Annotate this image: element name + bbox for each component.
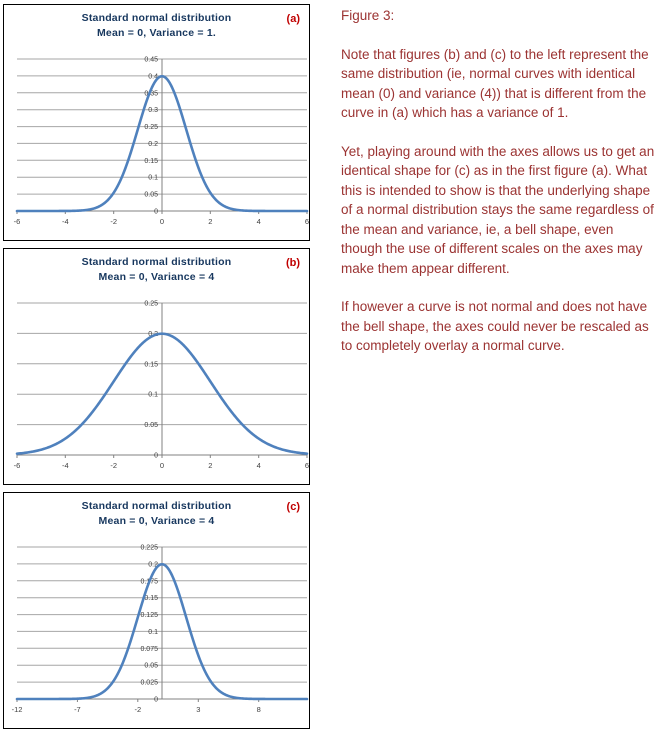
- x-tick-label: 4: [257, 217, 261, 226]
- y-tick-label: 0.05: [144, 192, 158, 199]
- y-tick-label: 0.25: [144, 301, 158, 308]
- x-tick-label: -6: [14, 217, 21, 226]
- y-tick-label: 0.05: [144, 663, 158, 670]
- chart-subtitle: Mean = 0, Variance = 4: [98, 515, 215, 527]
- chart-subtitle: Mean = 0, Variance = 1.: [96, 27, 216, 39]
- x-tick-label: 6: [305, 217, 309, 226]
- normal-curve-plot-c: 00.0250.050.0750.10.1250.150.1750.20.225…: [12, 545, 309, 714]
- y-tick-label: 0.25: [144, 124, 158, 131]
- x-tick-label: 8: [257, 705, 261, 714]
- normal-curve: [15, 332, 309, 455]
- panel-label-b: (b): [285, 257, 300, 269]
- y-tick-label: 0.3: [148, 107, 158, 114]
- x-tick-label: 4: [257, 461, 261, 470]
- x-tick-label: -6: [14, 461, 21, 470]
- y-tick-label: 0.45: [144, 57, 158, 64]
- y-tick-label: 0: [154, 697, 158, 704]
- y-tick-label: 0.025: [140, 680, 158, 687]
- y-tick-label: 0.1: [148, 175, 158, 182]
- x-tick-label: 6: [305, 461, 309, 470]
- y-tick-label: 0.2: [148, 561, 158, 568]
- chart-title: Standard normal distribution: [81, 500, 232, 512]
- x-tick-label: 0: [160, 217, 164, 226]
- y-tick-label: 0.075: [140, 646, 158, 653]
- y-tick-label: 0.4: [148, 73, 158, 80]
- y-tick-label: 0.2: [148, 141, 158, 148]
- normal-curve-plot-b: 00.050.10.150.20.25-6 -4 -2 0 2 4 6: [14, 301, 309, 471]
- y-tick-label: 0: [154, 209, 158, 216]
- x-tick-label: -2: [110, 461, 117, 470]
- x-tick-label: -4: [62, 217, 69, 226]
- x-tick-label: 2: [208, 461, 212, 470]
- chart-header: Standard normal distribution Mean = 0, V…: [4, 493, 309, 529]
- x-tick-label: -7: [74, 705, 81, 714]
- charts-column: Standard normal distribution Mean = 0, V…: [3, 4, 313, 735]
- x-tick-label: -4: [62, 461, 69, 470]
- x-tick-label: 0: [160, 461, 164, 470]
- x-tick-label: -2: [110, 217, 117, 226]
- annotation-paragraph-1: Note that figures (b) and (c) to the lef…: [341, 46, 649, 121]
- chart-header: Standard normal distribution Mean = 0, V…: [4, 5, 309, 41]
- y-tick-label: 0.125: [140, 612, 158, 619]
- chart-panel-c: Standard normal distribution Mean = 0, V…: [3, 492, 310, 729]
- panel-label-a: (a): [286, 13, 300, 25]
- y-tick-label: 0.05: [144, 422, 158, 429]
- normal-curve: [15, 74, 309, 213]
- y-tick-label: 0.15: [144, 158, 158, 165]
- y-tick-label: 0.1: [148, 629, 158, 636]
- annotation-paragraph-3: If however a curve is not normal and doe…: [341, 299, 649, 353]
- y-tick-label: 0: [154, 453, 158, 460]
- chart-title: Standard normal distribution: [81, 12, 232, 24]
- x-tick-label: -12: [12, 705, 23, 714]
- annotation-column: Figure 3: Note that figures (b) and (c) …: [341, 6, 658, 375]
- panel-label-c: (c): [286, 501, 300, 513]
- chart-panel-b: Standard normal distribution Mean = 0, V…: [3, 248, 310, 485]
- y-tick-label: 0.1: [148, 392, 158, 399]
- y-tick-label: 0.15: [144, 595, 158, 602]
- y-tick-label: 0.35: [144, 90, 158, 97]
- chart-header: Standard normal distribution Mean = 0, V…: [4, 249, 309, 285]
- chart-panel-a: Standard normal distribution Mean = 0, V…: [3, 4, 310, 241]
- y-tick-label: 0.225: [140, 545, 158, 552]
- chart-title: Standard normal distribution: [81, 256, 232, 268]
- figure-caption-heading: Figure 3:: [341, 8, 395, 23]
- normal-curve: [15, 562, 309, 701]
- normal-curve-plot-a: 0 0.05 0.1 0.15 0.2 0.25 0.3 0.35 0.4 0.45 -6 -4 -2 0…: [14, 57, 309, 227]
- x-tick-label: 2: [208, 217, 212, 226]
- x-tick-label: -2: [134, 705, 141, 714]
- annotation-paragraph-2: Yet, playing around with the axes allows…: [341, 143, 655, 276]
- x-tick-label: 3: [196, 705, 200, 714]
- y-tick-label: 0.15: [144, 361, 158, 368]
- chart-subtitle: Mean = 0, Variance = 4: [98, 271, 215, 283]
